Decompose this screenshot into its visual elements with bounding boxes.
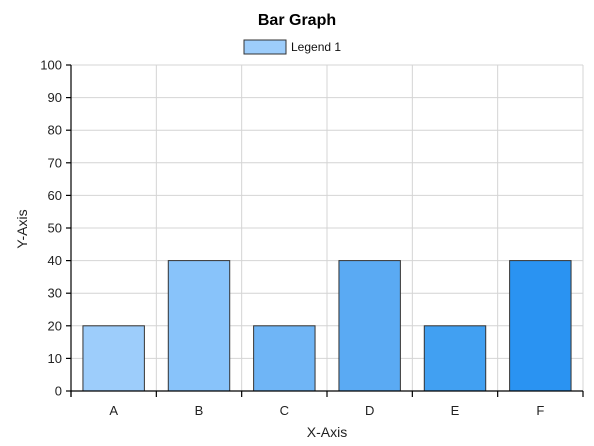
legend-label: Legend 1 bbox=[291, 40, 341, 54]
y-tick-label: 70 bbox=[48, 155, 62, 170]
y-axis-title: Y-Axis bbox=[14, 209, 30, 248]
chart-title: Bar Graph bbox=[258, 12, 336, 29]
axes bbox=[66, 64, 584, 397]
y-tick-label: 0 bbox=[55, 384, 62, 399]
y-tick-label: 10 bbox=[48, 351, 62, 366]
legend: Legend 1 bbox=[243, 39, 341, 55]
x-tick-label: E bbox=[451, 403, 460, 418]
bar-F bbox=[509, 260, 572, 392]
x-tick-label: D bbox=[365, 403, 374, 418]
x-tick-label: C bbox=[280, 403, 289, 418]
y-tick-label: 80 bbox=[48, 123, 62, 138]
y-tick-label: 20 bbox=[48, 318, 62, 333]
x-tick-label: B bbox=[195, 403, 204, 418]
bar-A bbox=[82, 325, 145, 392]
y-tick-label: 30 bbox=[48, 286, 62, 301]
tick-labels: 0 10 20 30 40 50 60 70 80 90 100 A B C D E F bbox=[40, 58, 544, 419]
x-tick-label: A bbox=[109, 403, 118, 418]
y-tick-label: 60 bbox=[48, 188, 62, 203]
bar-C bbox=[253, 325, 316, 392]
bar-B bbox=[167, 260, 231, 392]
legend-swatch bbox=[243, 39, 287, 55]
y-tick-label: 50 bbox=[48, 221, 62, 236]
x-tick-label: F bbox=[536, 403, 544, 418]
x-axis-title: X-Axis bbox=[307, 424, 347, 440]
bars bbox=[82, 260, 572, 392]
y-tick-label: 90 bbox=[48, 90, 62, 105]
gridlines bbox=[71, 64, 584, 391]
y-tick-label: 100 bbox=[40, 58, 62, 73]
bar-E bbox=[423, 325, 487, 392]
bar-D bbox=[338, 260, 401, 392]
y-tick-label: 40 bbox=[48, 253, 62, 268]
